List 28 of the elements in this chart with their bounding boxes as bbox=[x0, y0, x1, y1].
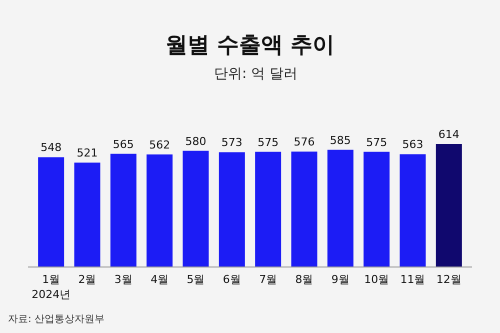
x-tick-label: 7월 bbox=[259, 273, 278, 286]
data-label: 521 bbox=[76, 146, 98, 160]
x-tick-label: 3월 bbox=[114, 273, 132, 286]
text: 자료: 산업통상자원부 bbox=[8, 314, 105, 325]
x-tick-label: 8월 bbox=[295, 273, 314, 286]
chart-title: 월별 수출액 추이 bbox=[165, 33, 335, 58]
x-tick-label: 2월 bbox=[78, 273, 96, 286]
x-tick-label: 12월 bbox=[436, 273, 462, 286]
data-label: 563 bbox=[402, 138, 424, 152]
data-label: 565 bbox=[112, 138, 134, 151]
data-label: 562 bbox=[149, 138, 170, 152]
chart-subtitle: 단위: 억 달러 bbox=[214, 66, 298, 82]
text: 2024년 bbox=[32, 288, 71, 301]
x-tick-label: 11월 bbox=[400, 273, 426, 286]
x-tick-label: 1월 bbox=[42, 273, 60, 286]
data-label: 573 bbox=[221, 136, 242, 150]
data-label: 614 bbox=[438, 128, 460, 141]
data-label: 580 bbox=[185, 134, 206, 148]
data-label: 548 bbox=[40, 141, 62, 154]
x-tick-label: 9월 bbox=[331, 273, 350, 286]
x-tick-label: 5월 bbox=[186, 273, 205, 286]
data-label: 576 bbox=[294, 136, 315, 149]
x-tick-label: 4월 bbox=[150, 273, 169, 286]
x-tick-label: 6월 bbox=[222, 273, 241, 286]
data-label: 575 bbox=[258, 136, 279, 149]
data-label: 585 bbox=[330, 134, 351, 147]
data-label: 575 bbox=[366, 136, 388, 149]
x-tick-label: 10월 bbox=[364, 273, 390, 286]
